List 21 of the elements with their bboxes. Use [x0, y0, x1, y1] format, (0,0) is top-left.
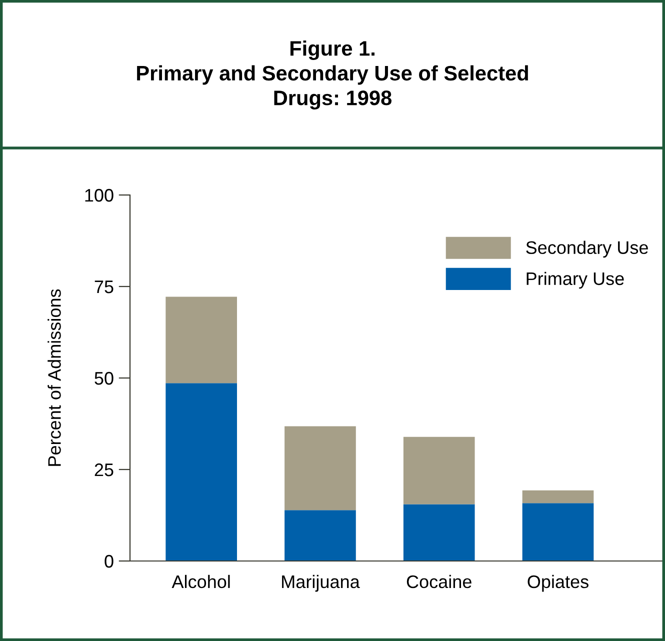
bar: [166, 296, 237, 384]
x-tick-label: Alcohol: [172, 574, 230, 588]
legend-label: Secondary Use: [526, 240, 648, 258]
bar: [284, 510, 356, 561]
bar: [284, 426, 356, 510]
bar: [403, 504, 475, 561]
bar: [403, 436, 475, 504]
legend-label: Primary Use: [526, 272, 624, 289]
y-tick-label: 25: [94, 463, 114, 476]
y-tick-label: 100: [85, 188, 114, 202]
y-tick-label: 75: [94, 280, 114, 294]
chart-title: Figure 1. Primary and Secondary Use of Selected Drugs: 1998: [137, 40, 528, 110]
y-axis-title: Percent of Admissions: [48, 289, 61, 466]
x-tick-label: Marijuana: [282, 574, 360, 592]
bar: [522, 490, 594, 504]
x-tick-label: Cocaine: [406, 574, 472, 588]
x-tick-label: Opiates: [528, 574, 588, 592]
y-tick-label: 50: [94, 372, 114, 385]
y-tick-label: 0: [104, 554, 114, 568]
bar: [522, 503, 594, 561]
bar: [166, 383, 237, 561]
